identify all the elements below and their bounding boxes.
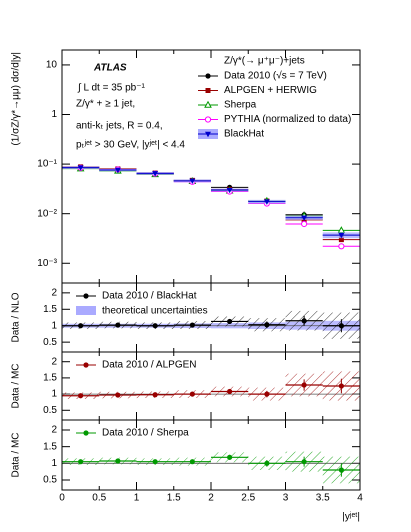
annotation: pₜʲᵉᵗ > 30 GeV, |yʲᵉᵗ| < 4.4 [76, 140, 185, 151]
y-tick-label: 10⁻³ [37, 258, 57, 269]
marker [205, 88, 211, 93]
y-tick-label: 10 [46, 60, 58, 71]
x-tick-label: 1.5 [167, 493, 181, 504]
y-tick-label: 2 [51, 425, 57, 436]
marker [338, 467, 344, 473]
y-axis-label: Data / MC [11, 363, 22, 408]
marker [227, 454, 233, 460]
marker [226, 187, 233, 194]
marker [338, 243, 345, 250]
marker [338, 232, 345, 239]
legend-label: theoretical uncertainties [102, 306, 208, 317]
marker [114, 167, 121, 174]
annotation: Z/γ* + ≥ 1 jet, [76, 99, 135, 110]
y-tick-label: 1 [51, 458, 57, 469]
marker [338, 323, 344, 329]
annotation: ∫ L dt = 35 pb⁻¹ [77, 83, 146, 94]
y-tick-label: 1.5 [43, 441, 57, 452]
legend-label: Data 2010 / ALPGEN [102, 360, 197, 371]
legend-label: ALPGEN + HERWIG [224, 85, 317, 96]
panel-frame [61, 419, 361, 491]
marker [263, 199, 270, 205]
y-tick-label: 10⁻¹ [37, 159, 57, 170]
marker [189, 322, 195, 328]
marker [189, 459, 195, 465]
marker [264, 322, 270, 328]
y-tick-label: 1 [51, 389, 57, 400]
y-tick-label: 10⁻² [37, 208, 57, 219]
marker [115, 392, 121, 398]
y-axis-label: Data / NLO [11, 292, 22, 342]
marker [189, 391, 195, 397]
legend-label: Data 2010 / Sherpa [102, 428, 189, 439]
marker [78, 393, 84, 399]
marker [301, 215, 308, 221]
legend-label: BlackHat [224, 129, 264, 140]
marker [77, 165, 84, 171]
x-tick-label: 4 [357, 493, 363, 504]
x-tick-label: 0.5 [92, 493, 106, 504]
marker [204, 116, 212, 123]
y-tick-label: 2 [51, 356, 57, 367]
marker [83, 430, 89, 436]
y-tick-label: 1 [51, 320, 57, 331]
marker [205, 131, 211, 138]
marker [115, 322, 121, 328]
marker [189, 178, 196, 185]
marker [301, 382, 307, 388]
marker [264, 460, 270, 466]
marker [227, 318, 233, 325]
marker [227, 388, 233, 395]
y-tick-label: 0.5 [43, 337, 57, 348]
y-tick-label: 0.5 [43, 475, 57, 486]
x-tick-label: 2.5 [241, 493, 255, 504]
annotation: anti-kₜ jets, R = 0.4, [76, 121, 163, 132]
marker [301, 459, 307, 465]
marker [152, 323, 158, 329]
marker [301, 220, 308, 228]
legend-band [76, 306, 96, 315]
x-tick-label: 0 [59, 493, 65, 504]
legend-label: PYTHIA (normalized to data) [224, 114, 351, 125]
marker [301, 318, 307, 324]
x-tick-label: 3 [283, 493, 289, 504]
marker [152, 459, 158, 465]
marker [78, 459, 84, 465]
marker [83, 362, 89, 368]
marker [204, 100, 212, 108]
y-tick-label: 1.5 [43, 373, 57, 384]
y-tick-label: 1.5 [43, 304, 57, 315]
y-axis-label: (1/σZ/γ*→μμ) dσ/d|y| [11, 52, 22, 146]
marker [152, 392, 158, 398]
y-axis-label: Data / MC [11, 432, 22, 477]
y-tick-label: 0.5 [43, 405, 57, 416]
x-tick-label: 2 [208, 493, 214, 504]
annotation: ATLAS [93, 63, 127, 74]
x-axis-label: |yʲᵉᵗ| [342, 512, 360, 523]
y-tick-label: 2 [51, 287, 57, 298]
x-tick-label: 3.5 [316, 493, 330, 504]
marker [338, 237, 344, 243]
legend-label: Data 2010 / BlackHat [102, 291, 197, 302]
marker [115, 458, 121, 464]
legend-title: Z/γ*(→ μ⁺μ⁻)+jets [224, 56, 305, 67]
marker [264, 391, 270, 397]
marker [205, 73, 211, 79]
marker [152, 171, 159, 177]
y-tick-label: 1 [51, 109, 57, 120]
legend-label: Sherpa [224, 100, 257, 111]
legend-label: Data 2010 (√s = 7 TeV) [224, 70, 327, 82]
marker [78, 323, 84, 329]
marker [338, 383, 344, 389]
marker [83, 293, 89, 299]
x-tick-label: 1 [134, 493, 140, 504]
